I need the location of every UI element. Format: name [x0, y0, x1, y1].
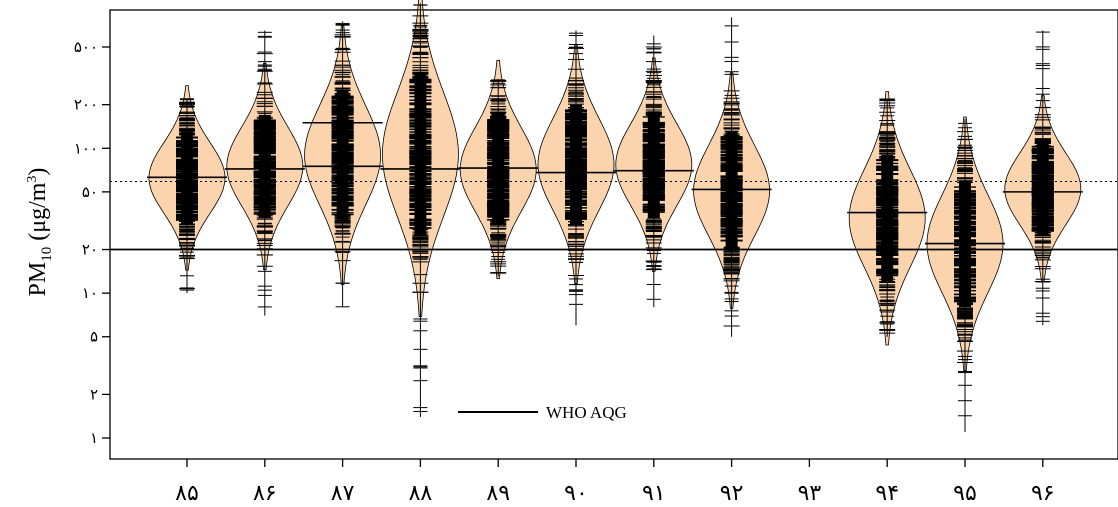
legend-label: WHO AQG	[546, 403, 627, 422]
x-tick-label: ۸۶	[253, 481, 277, 506]
y-tick-label: ۵۰	[82, 183, 98, 201]
y-tick-label: ۱۰	[82, 284, 98, 302]
y-tick-label: ۱۰۰	[74, 139, 98, 157]
y-tick-label: ۲۰۰	[74, 96, 98, 114]
bean-11	[1002, 30, 1083, 326]
legend: WHO AQG	[458, 403, 627, 422]
x-tick-label: ۹۳	[798, 481, 822, 506]
bean-core	[570, 104, 582, 225]
beans	[147, 0, 1083, 433]
bean-core	[1036, 142, 1049, 236]
y-tick-label: ۲۰	[82, 241, 98, 259]
bean-2	[302, 21, 383, 308]
y-axis-label-unit-close: )	[25, 168, 51, 176]
y-tick-label: ۱	[90, 429, 98, 447]
y-axis-label-sub: 10	[39, 247, 55, 262]
bean-3	[380, 0, 461, 417]
x-tick-label: ۹۴	[875, 481, 899, 506]
x-tick-label: ۹۵	[953, 481, 977, 506]
y-tick-label: ۵۰۰	[74, 38, 98, 56]
bean-7	[691, 17, 772, 337]
y-axis-label-main: PM	[25, 262, 51, 297]
x-tick-label: ۸۸	[409, 481, 433, 506]
y-axis-label-unit: (μg/m	[25, 182, 51, 247]
x-axis: ۸۵ ۸۶ ۸۷ ۸۸ ۸۹ ۹۰ ۹۱ ۹۲ ۹۳ ۹۴ ۹۵ ۹۶	[175, 459, 1055, 506]
bean-core	[881, 154, 894, 282]
y-tick-label: ۵	[90, 328, 98, 346]
x-tick-label: ۹۲	[720, 481, 744, 506]
bean-core	[258, 114, 271, 219]
bean-core	[647, 111, 660, 219]
plot-frame	[109, 9, 1118, 460]
bean-core	[725, 131, 738, 250]
x-tick-label: ۸۵	[175, 481, 199, 506]
bean-4	[458, 59, 539, 279]
x-tick-label: ۸۹	[486, 481, 510, 506]
x-tick-label: ۸۷	[331, 481, 355, 506]
x-tick-label: ۹۰	[564, 481, 588, 506]
y-tick-label: ۲	[90, 385, 98, 403]
reference-lines	[110, 180, 1118, 251]
y-axis: ۱ ۲ ۵ ۱۰ ۲۰ ۵۰ ۱۰۰ ۲۰۰ ۵۰۰	[74, 38, 110, 447]
x-tick-label: ۹۱	[642, 481, 666, 506]
y-axis-label: PM10 (μg/m3)	[25, 168, 55, 297]
bean-core	[492, 114, 505, 225]
bean-0	[147, 85, 227, 294]
bean-core	[414, 73, 427, 236]
bean-1	[224, 30, 305, 316]
x-tick-label: ۹۶	[1031, 481, 1055, 506]
bean-6	[613, 35, 694, 308]
bean-9	[847, 91, 928, 346]
y-axis-label-sup: 3	[25, 176, 40, 183]
bean-core	[336, 90, 349, 220]
bean-5	[536, 30, 616, 326]
bean-10	[925, 116, 1005, 433]
